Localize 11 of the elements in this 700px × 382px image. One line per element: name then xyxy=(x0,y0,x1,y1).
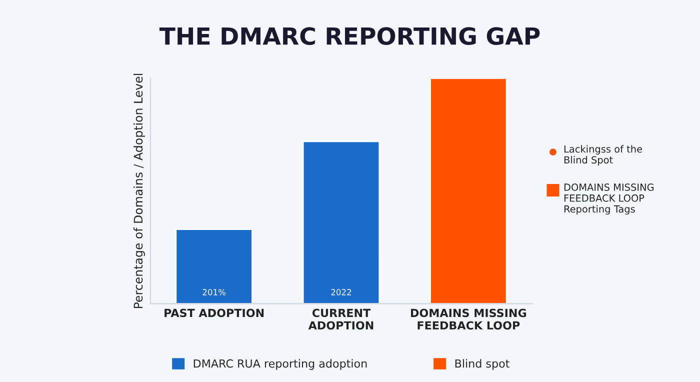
x-tick-label: CURRENT ADOPTION xyxy=(308,308,374,330)
annotation: 2022 xyxy=(331,289,352,296)
chart-title: THE DMARC REPORTING GAP xyxy=(159,27,540,46)
legend-label: DMARC RUA reporting adoption xyxy=(194,359,367,370)
text: Lackingss of the Blind Spot xyxy=(564,145,642,166)
legend-label: Blind spot xyxy=(455,359,510,370)
x-tick-label: DOMAINS MISSING FEEDBACK LOOP xyxy=(411,308,526,330)
text: DOMAINS MISSING FEEDBACK LOOP Reporting Tags xyxy=(564,184,654,215)
annotation: 201% xyxy=(202,289,226,296)
y-axis-title: Percentage of Domains / Adoption Level xyxy=(134,74,145,308)
x-tick-label: PAST ADOPTION xyxy=(164,308,264,318)
